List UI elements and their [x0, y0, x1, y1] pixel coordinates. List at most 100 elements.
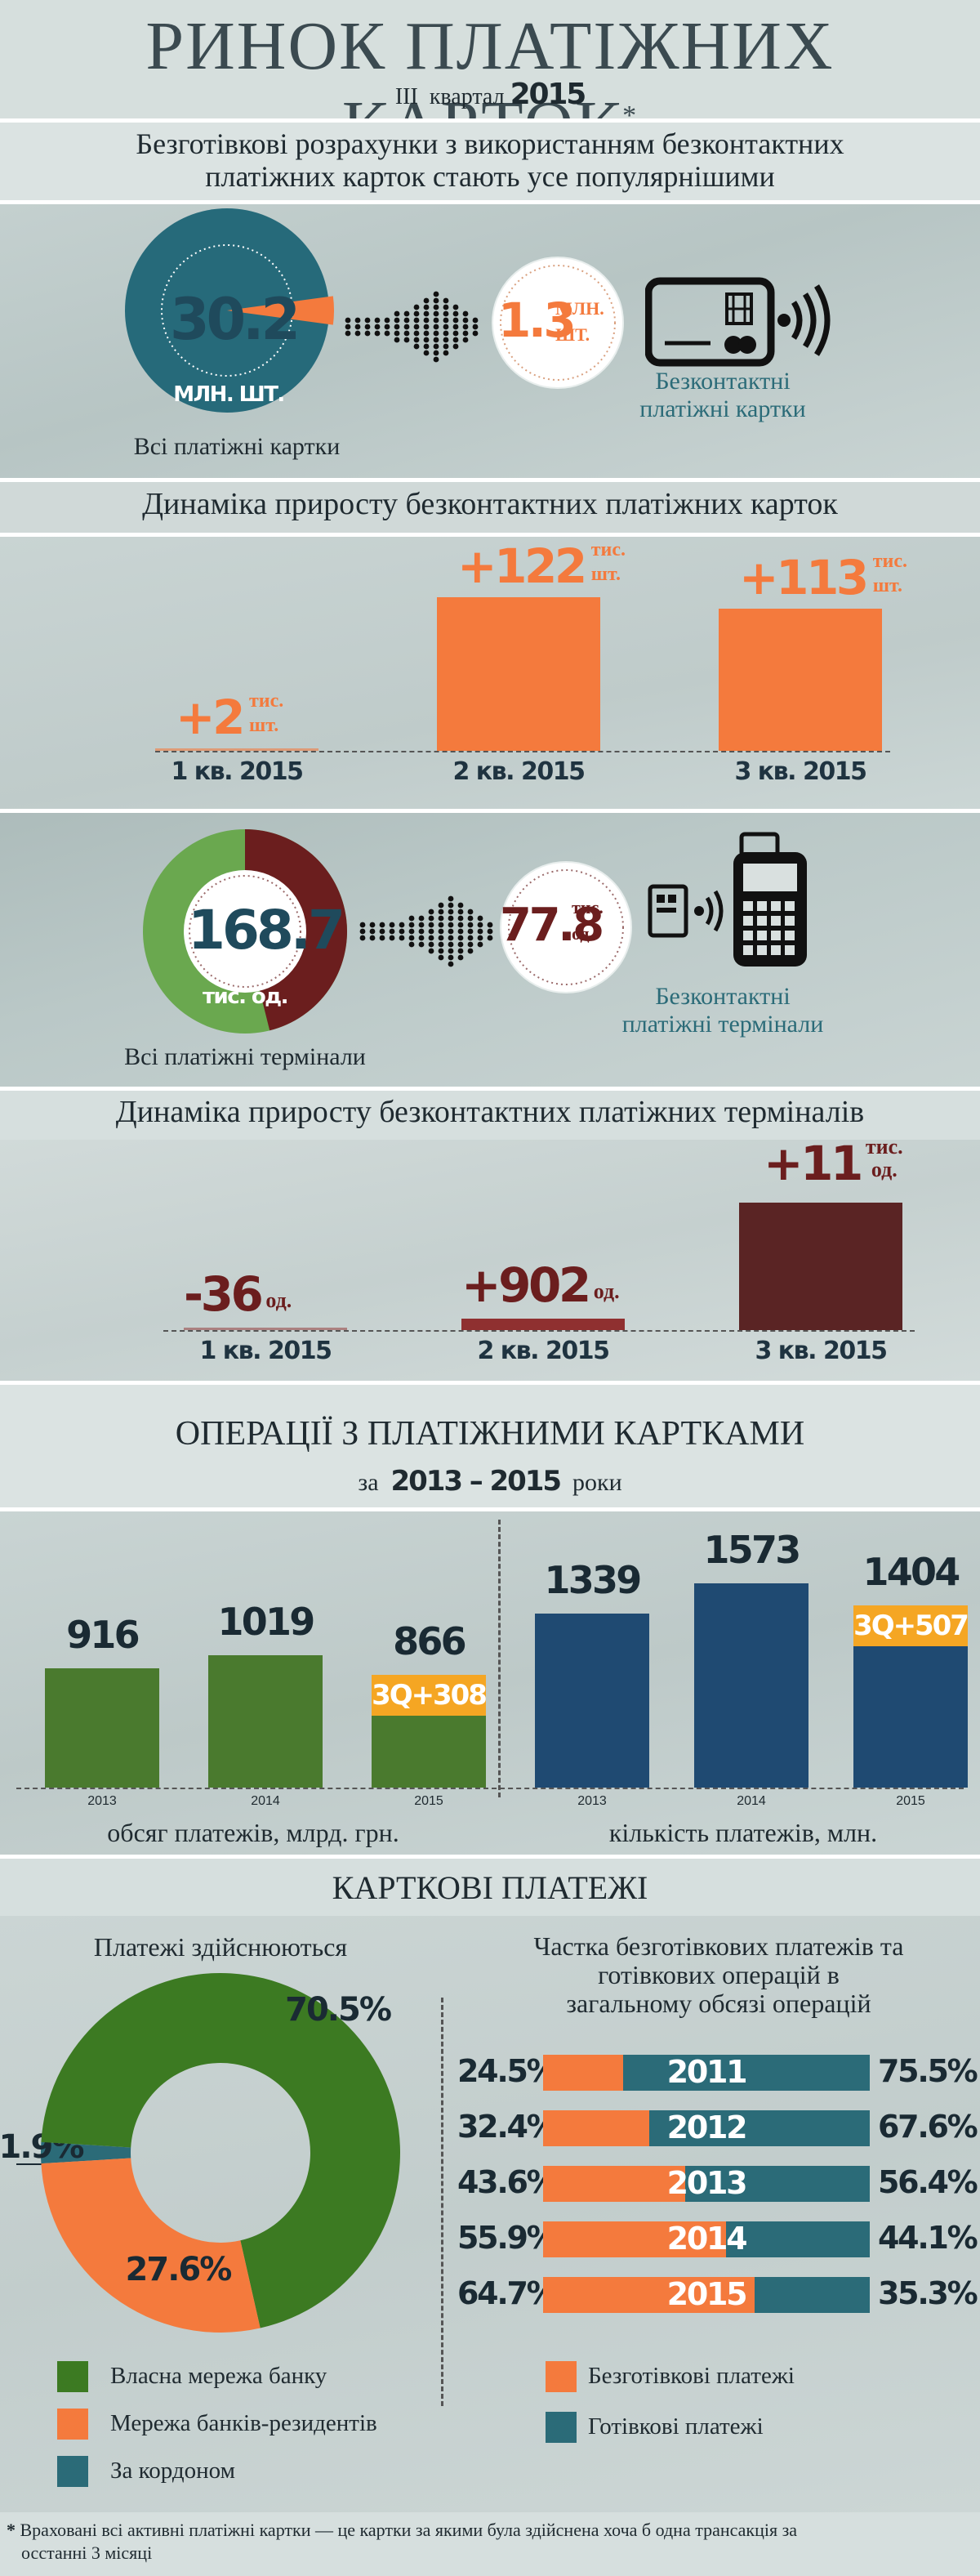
- footnote-text: * Враховані всі активні платіжні картки …: [7, 2520, 798, 2563]
- header-band: РИНОК ПЛАТІЖНИХ КАРТОК* III квартал 2015: [0, 0, 980, 118]
- share-left-label: 32.4%: [457, 2109, 558, 2145]
- section6-heading: КАРТКОВІ ПЛАТЕЖІ: [332, 1869, 648, 1906]
- contactless-card-icon: [645, 277, 831, 367]
- legend-swatch: [57, 2361, 88, 2392]
- year-tick: 2015: [896, 1794, 925, 1808]
- cashless-segment: [543, 2055, 623, 2091]
- cards-share-pie: [125, 208, 335, 413]
- card-payments-body: Платежі здійснюються 1.9% 70.5% 27.6% Част…: [0, 1916, 980, 2512]
- total-terminals-value: 168.7: [188, 899, 345, 962]
- quarter-label: 2 кв. 2015: [477, 1337, 610, 1365]
- pos-terminal-icon: [648, 832, 807, 967]
- growth-value-label: +122 тис. шт.: [457, 538, 626, 595]
- growth-value-label: +902 од.: [461, 1257, 620, 1313]
- total-cards-caption: Всі платіжні картки: [133, 433, 341, 460]
- section5-heading: ОПЕРАЦІЇ З ПЛАТІЖНИМИ КАРТКАМИ: [175, 1415, 805, 1453]
- share-right-label: 75.5%: [878, 2053, 978, 2089]
- footnote: * Враховані всі активні платіжні картки …: [0, 2512, 980, 2576]
- section-operations: ОПЕРАЦІЇ З ПЛАТІЖНИМИ КАРТКАМИ за 2013 –…: [0, 1385, 980, 1507]
- section-terminals: 168.7 тис. од. Всі платіжні термінали 77…: [0, 813, 980, 1087]
- year-tick: 2013: [87, 1794, 117, 1808]
- cashless-segment: [543, 2221, 726, 2257]
- donut-slice: [41, 1973, 400, 2328]
- cash-segment: [725, 2221, 870, 2257]
- donut-slice: [40, 2141, 131, 2164]
- growth-value-label: +2 тис. шт.: [176, 689, 284, 745]
- operations-value-label: 1404: [862, 1549, 961, 1594]
- operations-bar: [45, 1668, 159, 1788]
- operations-value-label: 866: [393, 1619, 467, 1664]
- share-right-label: 44.1%: [878, 2220, 978, 2256]
- cash-segment: [754, 2277, 870, 2313]
- cards-growth-chart: +2 тис. шт. 1 кв. 2015 +122 тис. шт. 2 кв. 2015…: [0, 537, 980, 809]
- donut-label: 27.6%: [126, 2251, 232, 2288]
- share-right-label: 67.6%: [878, 2109, 978, 2145]
- cashless-segment: [543, 2277, 755, 2313]
- section5-subheading: за 2013 – 2015 роки: [358, 1465, 622, 1498]
- legend-swatch: [546, 2361, 577, 2392]
- share-right-label: 35.3%: [878, 2275, 978, 2311]
- section1-heading-line1: Безготівкові розрахунки з використанням …: [136, 127, 844, 160]
- year-tick: 2013: [577, 1794, 607, 1808]
- period-subtitle: III квартал 2015: [394, 78, 586, 111]
- donut-label: 70.5%: [285, 1991, 391, 2029]
- cash-segment: [623, 2055, 870, 2091]
- section-card-payments: КАРТКОВІ ПЛАТЕЖІ: [0, 1859, 980, 1916]
- share-year-label: 2012: [666, 2109, 748, 2145]
- quarter-label: 1 кв. 2015: [171, 757, 304, 786]
- dotted-arrow-icon: [359, 895, 493, 967]
- contactless-cards-caption: Безконтактні платіжні картки: [639, 368, 806, 422]
- quarter-label: 1 кв. 2015: [199, 1337, 332, 1365]
- section4-heading: Динаміка приросту безконтактних платіжни…: [115, 1095, 865, 1129]
- legend-label: Власна мережа банку: [110, 2363, 327, 2389]
- legend-label: Мережа банків-резидентів: [110, 2410, 377, 2436]
- share-year-label: 2014: [666, 2221, 748, 2257]
- section-terminals-growth: Динаміка приросту безконтактних платіжни…: [0, 1091, 980, 1140]
- total-terminals-unit: тис. од.: [203, 984, 288, 1009]
- terminals-share-pie: [143, 829, 348, 1034]
- contactless-terminals-unit: тис. од.: [572, 897, 604, 944]
- legend-label: Безготівкові платежі: [588, 2363, 795, 2389]
- growth-bar: [184, 1328, 347, 1330]
- contactless-cards-circle: [492, 257, 624, 389]
- cash-segment: [648, 2110, 870, 2146]
- share-right-label: 56.4%: [878, 2164, 978, 2200]
- growth-bar: [461, 1319, 625, 1330]
- contactless-cards-unit: МЛН. ШТ.: [555, 298, 604, 345]
- growth-value-label: +11 тис. од.: [764, 1140, 903, 1191]
- year-tick: 2014: [251, 1794, 280, 1808]
- contactless-terminals-caption: Безконтактні платіжні термінали: [621, 983, 824, 1038]
- pie-slice-contactless-cards: [227, 296, 335, 325]
- share-year-label: 2013: [666, 2165, 748, 2201]
- section-contactless-cards: Безготівкові розрахунки з використанням …: [0, 123, 980, 200]
- operations-bar: [694, 1583, 808, 1788]
- donut-slice: [41, 2158, 261, 2333]
- quarter-label: 2 кв. 2015: [452, 757, 586, 786]
- year-tick: 2015: [414, 1794, 443, 1808]
- operations-value-label: 916: [66, 1613, 140, 1658]
- operations-bar: [535, 1614, 649, 1788]
- growth-bar: [739, 1203, 902, 1330]
- operations-bar: [208, 1655, 323, 1788]
- growth-bar: [437, 597, 600, 751]
- operations-value-label: 1019: [217, 1600, 316, 1645]
- total-cards-unit: МЛН. ШТ.: [173, 382, 285, 407]
- contactless-terminals-circle: [500, 861, 632, 993]
- share-year-label: 2015: [666, 2276, 748, 2312]
- share-chart-title: Частка безготівкових платежів та готівко…: [533, 1931, 904, 2018]
- terminals-growth-chart: -36 од. 1 кв. 2015 +902 од. 2 кв. 2015 +11 тис.…: [0, 1140, 980, 1381]
- section1-heading-line2: платіжних карток стають усе популярнішим…: [205, 160, 775, 193]
- operations-charts: 916 2013 1019 2014 866 2015 3Q+308 1339 2013 1573…: [0, 1511, 980, 1855]
- quarter-label: 3 кв. 2015: [755, 1337, 888, 1365]
- growth-value-label: +113 тис. шт.: [739, 550, 908, 606]
- cashless-segment: [543, 2166, 686, 2202]
- total-cards-value: 30.2: [170, 286, 301, 353]
- operations-value-label: 1573: [703, 1528, 802, 1572]
- year-tick: 2014: [737, 1794, 766, 1808]
- share-left-label: 55.9%: [457, 2220, 558, 2256]
- growth-bar: [719, 609, 882, 751]
- growth-bar: [155, 748, 318, 751]
- page-title: РИНОК ПЛАТІЖНИХ КАРТОК*: [145, 8, 835, 118]
- cashless-segment: [543, 2110, 649, 2146]
- quarter-badge: 3Q+507: [853, 1605, 969, 1646]
